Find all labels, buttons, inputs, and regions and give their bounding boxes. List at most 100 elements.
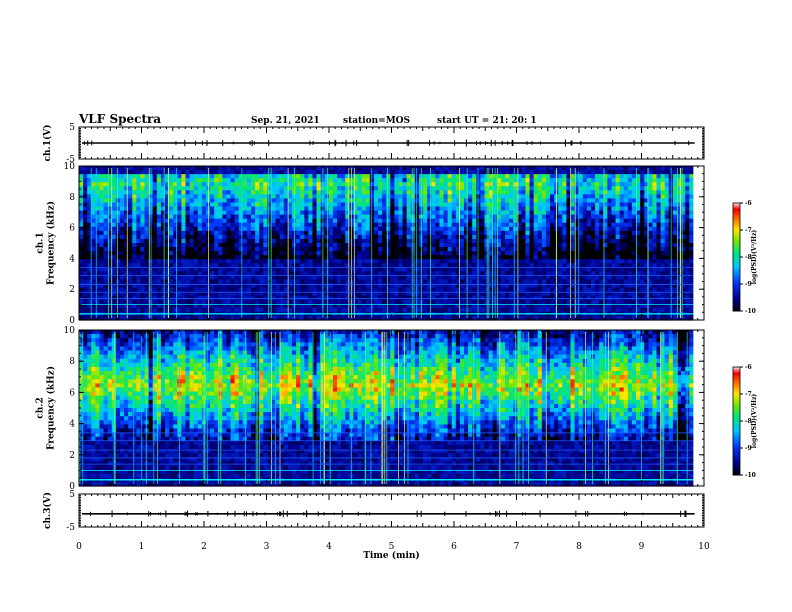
spectrogram-cell	[574, 210, 580, 216]
spectrogram-cell	[648, 202, 654, 208]
spectrogram-cell	[365, 283, 371, 289]
spectrogram-cell	[607, 234, 613, 240]
spectrogram-cell	[296, 238, 301, 244]
spectrogram-cell	[640, 279, 645, 285]
spectrogram-cell	[513, 166, 518, 171]
spectrogram-cell	[468, 206, 473, 212]
spectrogram-cell	[410, 166, 416, 171]
spectrogram-cell	[267, 279, 273, 285]
spectrogram-cell	[144, 170, 150, 175]
spectrogram-cell	[406, 263, 412, 268]
spectrogram-cell	[476, 234, 481, 240]
spectrogram-cell	[459, 279, 465, 285]
spectrogram-cell	[615, 271, 621, 277]
spectrogram-cell	[619, 178, 625, 183]
spectrogram-cell	[263, 247, 269, 252]
spectrogram-cell	[439, 174, 445, 179]
spectrogram-cell	[533, 267, 539, 272]
spectrogram-cell	[345, 218, 350, 224]
spectrogram-cell	[156, 186, 162, 191]
spectrogram-cell	[529, 218, 535, 224]
spectrogram-cell	[459, 174, 465, 179]
spectrogram-cell	[156, 166, 162, 171]
spectrogram-cell	[308, 198, 314, 204]
spectrogram-cell	[111, 255, 117, 260]
spectrogram-cell	[279, 238, 285, 244]
spectrogram-cell	[128, 166, 133, 171]
spectrogram-cell	[562, 251, 568, 256]
spectrogram-cell	[595, 174, 600, 179]
spectrogram-cell	[218, 214, 223, 220]
spectrogram-cell	[382, 226, 387, 232]
spectrogram-cell	[193, 230, 199, 236]
spectrogram-cell	[644, 255, 649, 260]
spectrogram-cell	[115, 178, 121, 183]
spectrogram-cell	[496, 166, 502, 171]
spectrogram-cell	[558, 230, 563, 236]
spectrogram-cell	[603, 234, 608, 240]
spectrogram-cell	[578, 202, 584, 208]
spectrogram-cell	[603, 259, 608, 264]
spectrogram-cell	[185, 238, 191, 244]
spectrogram-cell	[541, 238, 547, 244]
spectrogram-cell	[91, 243, 96, 248]
spectrogram-cell	[214, 234, 219, 240]
spectrogram-cell	[623, 243, 629, 248]
spectrogram-cell	[312, 218, 318, 224]
spectrogram-cell	[427, 243, 432, 248]
spectrogram-cell	[165, 186, 170, 191]
spectrogram-cell	[279, 230, 285, 236]
spectrogram-cell	[570, 267, 576, 272]
spectrogram-cell	[603, 190, 608, 195]
spectrogram-cell	[500, 218, 506, 224]
spectrogram-cell	[623, 182, 629, 187]
spectrogram-cell	[406, 166, 412, 171]
spectrogram-cell	[570, 166, 576, 171]
spectrogram-cell	[386, 271, 391, 277]
spectrogram-cell	[283, 190, 289, 195]
spectrogram-cell	[185, 226, 191, 232]
spectrogram-cell	[517, 251, 522, 256]
spectrogram-cell	[509, 186, 514, 191]
spectrogram-cell	[316, 190, 322, 195]
spectrogram-cell	[369, 186, 375, 191]
spectrogram-cell	[545, 275, 551, 281]
spectrogram-cell	[124, 190, 129, 195]
spectrogram-cell	[369, 251, 375, 256]
spectrogram-cell	[251, 247, 256, 252]
spectrogram-cell	[201, 186, 207, 191]
spectrogram-cell	[378, 170, 383, 175]
spectrogram-cell	[214, 251, 219, 256]
spectrogram-cell	[398, 190, 404, 195]
spectrogram-cell	[676, 226, 682, 232]
spectrogram-cell	[529, 226, 535, 232]
spectrogram-cell	[259, 267, 264, 272]
spectrogram-cell	[427, 178, 432, 183]
spectrogram-cell	[378, 263, 383, 268]
spectrogram-cell	[328, 206, 334, 212]
spectrogram-cell	[308, 259, 314, 264]
spectrogram-cell	[599, 238, 604, 244]
spectrogram-cell	[304, 198, 309, 204]
spectrogram-cell	[181, 186, 187, 191]
spectrogram-cell	[189, 267, 195, 272]
spectrogram-cell	[275, 166, 281, 171]
spectrogram-cell	[472, 287, 477, 293]
spectrogram-cell	[267, 198, 273, 204]
spectrogram-cell	[578, 198, 584, 204]
spectrogram-cell	[595, 214, 600, 220]
spectrogram-cell	[595, 170, 600, 175]
spectrogram-cell	[165, 166, 170, 171]
spectrogram-cell	[345, 198, 350, 204]
spectrogram-cell	[406, 275, 412, 281]
spectrogram-cell	[390, 255, 395, 260]
spectrogram-cell	[685, 206, 690, 212]
spectrogram-cell	[406, 170, 412, 175]
spectrogram-cell	[414, 178, 420, 183]
spectrogram-cell	[447, 238, 453, 244]
spectrogram-cell	[226, 267, 232, 272]
spectrogram-cell	[373, 287, 379, 293]
spectrogram-cell	[312, 226, 318, 232]
spectrogram-cell	[132, 190, 137, 195]
